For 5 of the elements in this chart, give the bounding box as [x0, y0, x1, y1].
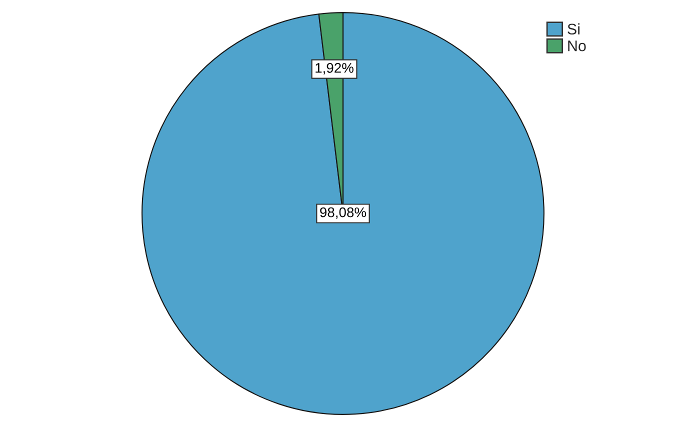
pie-slice	[142, 12, 544, 415]
legend-label: No	[568, 40, 586, 52]
data-label: 98,08%	[320, 207, 366, 219]
legend-label: Si	[568, 23, 580, 35]
data-label: 1,92%	[316, 62, 354, 74]
